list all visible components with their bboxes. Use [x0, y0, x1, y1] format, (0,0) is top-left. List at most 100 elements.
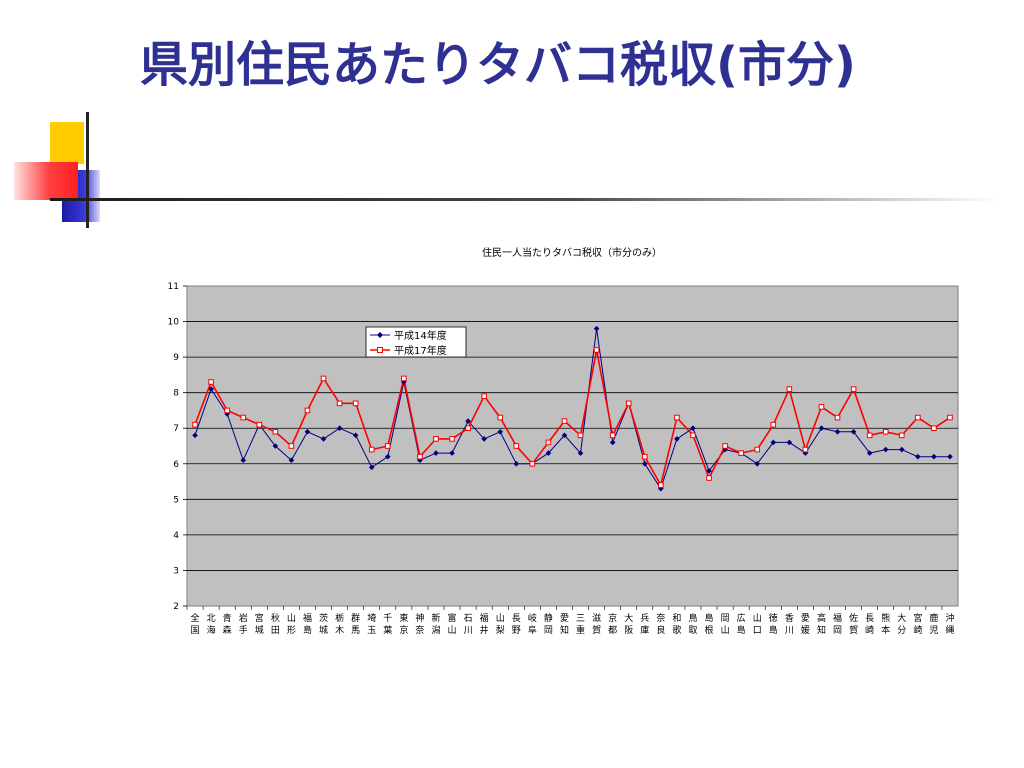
- x-tick-label: 木: [335, 624, 344, 636]
- point-series1: [336, 400, 343, 407]
- x-tick-label: 千: [383, 613, 392, 624]
- point-series1: [192, 421, 198, 428]
- point-series1: [433, 436, 439, 442]
- x-tick-label: 形: [287, 624, 296, 636]
- y-tick-label: 2: [173, 602, 179, 612]
- x-tick-label: 東: [399, 612, 408, 624]
- point-series1: [786, 386, 793, 392]
- x-tick-label: 重: [576, 624, 585, 636]
- point-series0: [240, 457, 247, 464]
- point-series0: [288, 457, 295, 464]
- y-tick-label: 8: [173, 389, 179, 399]
- point-series1: [465, 425, 471, 432]
- point-series1: [561, 418, 568, 424]
- x-tick-label: 梨: [496, 624, 505, 636]
- x-tick-label: 崎: [865, 624, 874, 636]
- x-tick-label: 取: [688, 625, 697, 636]
- point-series1: [818, 404, 825, 410]
- x-tick-label: 阜: [528, 624, 537, 636]
- x-tick-label: 根: [705, 624, 714, 636]
- point-series1: [674, 414, 680, 421]
- legend-marker-h14: [377, 332, 383, 338]
- point-series0: [690, 425, 696, 432]
- point-series1: [449, 436, 455, 442]
- point-series1: [256, 421, 263, 428]
- x-tick-label: 広: [737, 612, 746, 624]
- point-series1: [529, 460, 536, 467]
- y-tick-label: 4: [173, 531, 179, 541]
- point-series0: [674, 436, 680, 442]
- x-tick-label: 川: [464, 626, 473, 636]
- point-series1: [850, 386, 857, 392]
- x-tick-label: 島: [705, 612, 714, 624]
- point-series0: [915, 453, 921, 460]
- point-series0: [754, 460, 761, 467]
- point-series0: [352, 432, 359, 439]
- x-tick-label: 手: [239, 624, 248, 636]
- x-tick-label: 島: [737, 624, 746, 636]
- point-series0: [770, 439, 777, 446]
- y-tick-label: 11: [168, 282, 179, 292]
- x-tick-label: 阪: [624, 625, 633, 636]
- point-series1: [417, 453, 423, 460]
- legend-label-h14: 平成14年度: [394, 329, 447, 342]
- point-series1: [352, 400, 359, 407]
- point-series1: [882, 428, 889, 435]
- point-series1: [577, 432, 584, 439]
- point-series0: [722, 446, 728, 453]
- point-series1: [625, 400, 632, 407]
- point-series0: [320, 436, 327, 442]
- point-series1: [497, 414, 504, 421]
- x-axis-ticks: 全国北海青森岩手宮城秋田山形福島茨城栃木群馬埼玉千葉東京神奈新潟富山石川福井山梨…: [186, 606, 954, 636]
- x-tick-label: 福: [303, 612, 312, 624]
- point-series0: [593, 325, 600, 332]
- x-tick-label: 奈: [656, 612, 665, 624]
- point-series0: [818, 425, 825, 432]
- x-tick-label: 群: [351, 612, 360, 624]
- x-tick-label: 井: [480, 624, 489, 636]
- x-tick-label: 潟: [431, 624, 440, 636]
- point-series1: [947, 414, 953, 421]
- x-tick-label: 栃: [335, 612, 344, 624]
- point-series0: [786, 439, 793, 446]
- point-series1: [288, 443, 295, 449]
- legend: 平成14年度 平成17年度: [365, 326, 467, 358]
- x-tick-label: 秋: [271, 612, 280, 624]
- y-tick-label: 10: [168, 318, 180, 328]
- x-tick-label: 山: [721, 625, 730, 636]
- point-series1: [304, 407, 311, 414]
- x-tick-label: 青: [223, 612, 232, 624]
- x-tick-label: 長: [512, 613, 521, 624]
- x-tick-label: 山: [448, 625, 457, 636]
- point-series0: [931, 453, 937, 460]
- plot-area: [186, 285, 959, 607]
- point-series1: [545, 439, 552, 446]
- x-tick-label: 滋: [592, 612, 601, 624]
- x-tick-label: 鳥: [688, 612, 697, 624]
- point-series1: [401, 375, 407, 382]
- point-series0: [192, 432, 198, 439]
- x-tick-label: 北: [207, 613, 216, 624]
- x-tick-label: 和: [672, 613, 681, 624]
- point-series1: [320, 375, 327, 382]
- x-tick-label: 賀: [849, 624, 858, 636]
- gridlines: [187, 321, 958, 571]
- point-series0: [304, 428, 311, 435]
- x-tick-label: 都: [608, 625, 617, 636]
- point-series1: [208, 379, 214, 385]
- point-series0: [577, 450, 584, 456]
- point-series1: [658, 482, 664, 488]
- x-tick-label: 国: [191, 625, 200, 636]
- point-series0: [449, 450, 455, 456]
- x-tick-label: 縄: [945, 625, 954, 636]
- point-series1: [770, 421, 777, 428]
- x-tick-label: 島: [769, 624, 778, 636]
- x-tick-label: 山: [753, 613, 762, 624]
- point-series1: [368, 446, 375, 453]
- title-divider-line: [50, 198, 1000, 201]
- x-tick-label: 口: [753, 626, 762, 636]
- point-series0: [368, 464, 375, 471]
- point-series0: [384, 453, 391, 460]
- point-series0: [834, 428, 841, 435]
- point-series1: [384, 443, 391, 449]
